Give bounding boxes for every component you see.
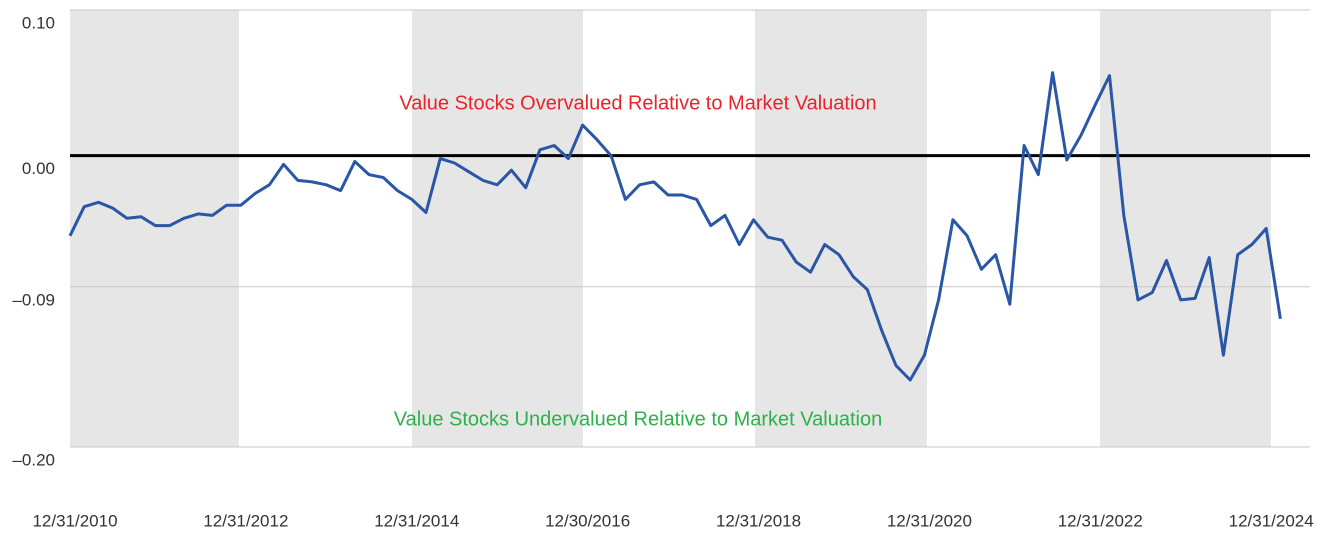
x-tick-label: 12/31/2012: [203, 511, 288, 530]
x-tick-label: 12/31/2024: [1229, 511, 1314, 530]
x-tick-label: 12/31/2018: [716, 511, 801, 530]
x-tick-label: 12/31/2020: [887, 511, 972, 530]
shaded-period: [755, 10, 927, 447]
x-tick-label: 12/31/2010: [32, 511, 117, 530]
y-tick-label: 0.10: [22, 13, 55, 32]
annotation: Value Stocks Undervalued Relative to Mar…: [394, 408, 882, 430]
x-tick-label: 12/31/2022: [1058, 511, 1143, 530]
y-tick-label: 0.00: [22, 159, 55, 178]
y-tick-label: –0.09: [12, 290, 55, 309]
shaded-periods: [70, 10, 1271, 447]
data-line: [68, 71, 1282, 382]
x-tick-label: 12/31/2014: [374, 511, 459, 530]
shaded-period: [412, 10, 583, 447]
x-tick-label: 12/30/2016: [545, 511, 630, 530]
shaded-period: [70, 10, 239, 447]
shaded-period: [1100, 10, 1271, 447]
y-tick-label: –0.20: [12, 450, 55, 469]
annotation: Value Stocks Overvalued Relative to Mark…: [399, 92, 876, 114]
